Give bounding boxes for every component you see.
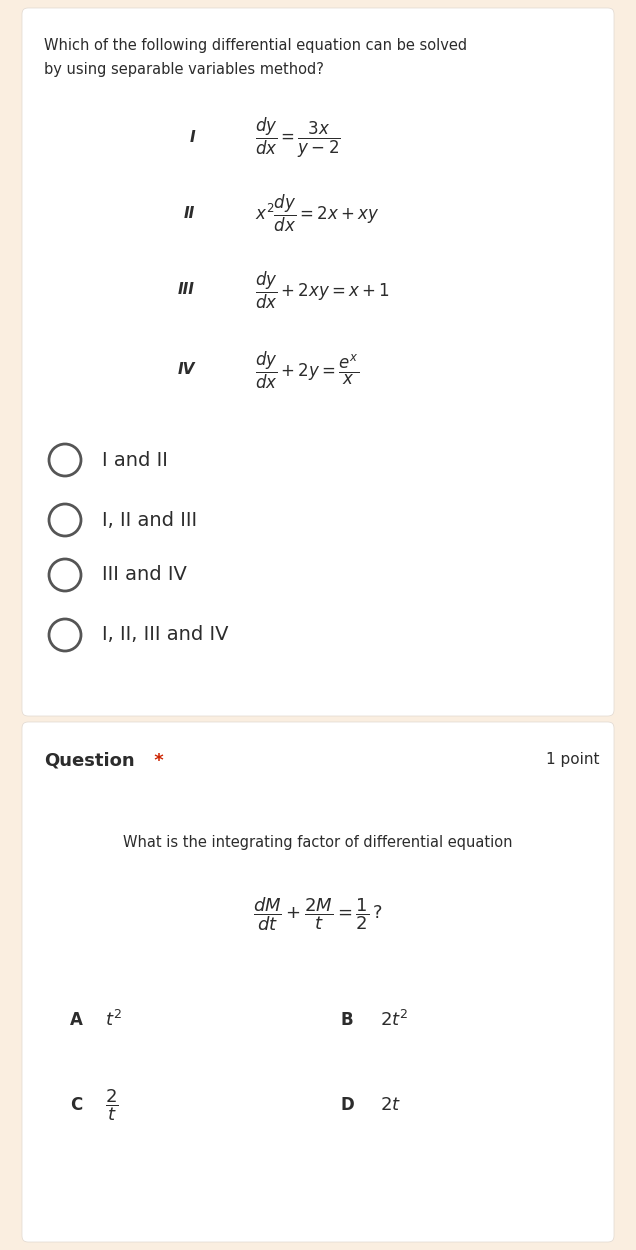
Text: III: III: [178, 282, 195, 298]
Text: $t^2$: $t^2$: [105, 1010, 122, 1030]
Text: II: II: [184, 205, 195, 220]
Text: D: D: [340, 1096, 354, 1114]
Text: I: I: [190, 130, 195, 145]
Text: $x^2 \dfrac{dy}{dx} = 2x + xy$: $x^2 \dfrac{dy}{dx} = 2x + xy$: [255, 192, 380, 234]
Text: $2t$: $2t$: [380, 1096, 401, 1114]
Text: IV: IV: [177, 362, 195, 378]
Text: B: B: [340, 1011, 352, 1029]
Text: $\dfrac{dM}{dt} + \dfrac{2M}{t} = \dfrac{1}{2}\,?$: $\dfrac{dM}{dt} + \dfrac{2M}{t} = \dfrac…: [253, 895, 383, 932]
Text: What is the integrating factor of differential equation: What is the integrating factor of differ…: [123, 835, 513, 850]
Text: $\dfrac{dy}{dx} + 2xy = x+1$: $\dfrac{dy}{dx} + 2xy = x+1$: [255, 270, 390, 310]
Text: $\dfrac{2}{t}$: $\dfrac{2}{t}$: [105, 1088, 118, 1122]
FancyBboxPatch shape: [22, 722, 614, 1242]
Text: I and II: I and II: [102, 450, 168, 470]
Text: 1 point: 1 point: [546, 752, 600, 768]
Text: $\dfrac{dy}{dx} = \dfrac{3x}{y-2}$: $\dfrac{dy}{dx} = \dfrac{3x}{y-2}$: [255, 116, 341, 160]
Text: A: A: [70, 1011, 83, 1029]
Text: $2t^2$: $2t^2$: [380, 1010, 408, 1030]
FancyBboxPatch shape: [22, 8, 614, 716]
Text: *: *: [148, 752, 163, 770]
Text: $\dfrac{dy}{dx} + 2y = \dfrac{e^x}{x}$: $\dfrac{dy}{dx} + 2y = \dfrac{e^x}{x}$: [255, 350, 359, 390]
Text: Which of the following differential equation can be solved: Which of the following differential equa…: [44, 38, 467, 53]
Text: I, II and III: I, II and III: [102, 510, 197, 530]
Text: by using separable variables method?: by using separable variables method?: [44, 62, 324, 78]
Text: C: C: [70, 1096, 82, 1114]
Text: III and IV: III and IV: [102, 565, 187, 585]
Text: Question: Question: [44, 752, 135, 770]
Text: I, II, III and IV: I, II, III and IV: [102, 625, 228, 645]
